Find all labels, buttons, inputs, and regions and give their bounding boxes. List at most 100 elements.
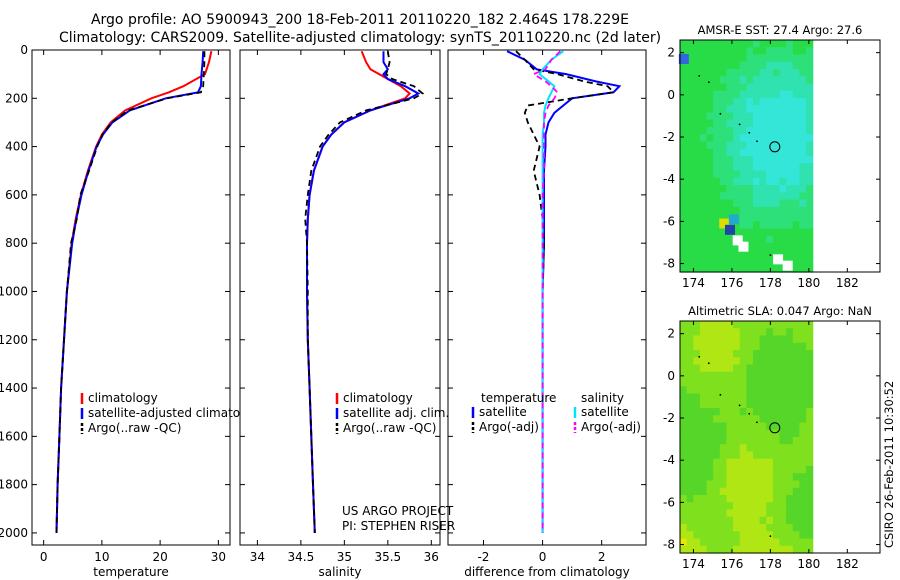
map-cell [779,531,787,540]
map-cell [766,502,774,511]
map-cell [706,437,714,445]
map-cell [766,214,774,222]
map-cell [693,127,701,135]
map-cell [680,47,688,56]
map-cell [680,192,688,201]
map-cell [713,531,721,540]
map-cell [680,524,688,532]
map-cell [739,98,747,106]
map-cell [686,243,694,251]
map-cell [792,524,801,532]
map-cell [752,185,761,193]
map-cell [779,90,787,99]
map-cell [733,437,741,445]
map-cell [726,487,734,496]
y-tick-label: 0 [667,88,675,102]
timestamp-label: CSIRO 26-Feb-2011 10:30:52 [882,381,896,548]
map-cell [686,371,694,380]
map-cell [766,47,774,56]
map-cell [686,502,694,511]
map-cell [726,163,734,172]
map-cell [686,487,694,496]
map-cell [786,321,794,329]
map-cell [719,83,728,92]
map-cell [739,509,747,518]
map-cell [799,502,807,511]
map-cell [686,54,694,63]
map-cell [759,264,767,273]
map-cell [792,134,801,143]
map-cell [799,480,807,489]
map-cell [766,83,774,92]
map-cell [733,127,741,135]
y-tick-label: 200 [5,91,28,105]
map-cell [799,386,807,395]
map-cell [719,495,728,503]
map-cell [772,47,781,56]
map-cell [713,357,721,366]
map-cell [713,127,721,135]
map-cell [739,235,747,244]
map-cell [759,437,767,445]
map-cell [686,192,694,201]
map-cell [733,105,741,114]
figure-title-line1: Argo profile: AO 5900943_200 18-Feb-2011… [91,12,629,28]
map-cell [766,444,774,453]
map-cell [746,83,754,92]
map-cell [706,400,714,409]
map-cell [766,342,774,351]
x-tick-label: 35 [337,550,352,564]
map-cell [706,214,714,222]
map-cell [706,221,714,230]
map-cell [733,228,741,237]
map-cell [719,451,728,460]
map-cell [759,422,767,431]
map-cell [719,386,728,395]
map-cell [792,257,801,266]
map-cell [713,516,721,525]
map-cell [706,538,714,547]
map-cell [766,98,774,106]
map-cell [693,214,701,222]
map-cell [699,170,708,179]
map-cell [806,480,814,489]
map-cell [699,451,708,460]
map-cell [713,119,721,128]
map-cell [706,185,714,193]
map-cell [806,321,814,329]
map-cell [719,328,728,337]
x-tick-label: 36 [424,550,439,564]
map-cell [752,545,761,554]
map-cell [752,206,761,215]
map-cell [799,40,807,48]
map-cell [766,437,774,445]
map-cell [806,54,814,63]
map-cell [713,61,721,70]
map-cell [772,90,781,99]
legend-label: climatology [88,391,158,405]
map-cell [806,429,814,438]
map-cell [726,386,734,395]
map-cell [699,54,708,63]
map-cell [680,119,688,128]
map-cell [713,243,721,251]
map-cell [739,364,747,373]
map-cell [779,206,787,215]
map-cell [733,487,741,496]
map-cell [719,357,728,366]
map-cell [739,192,747,201]
sst-map-frame [679,39,881,273]
map-cell [699,429,708,438]
map-cell [806,502,814,511]
map-cell [699,90,708,99]
map-cell [779,83,787,92]
map-cell [686,480,694,489]
map-cell [772,466,781,474]
map-cell [772,509,781,518]
map-cell [713,538,721,547]
map-cell [726,177,734,186]
y-tick-label: 1000 [0,284,28,298]
map-cell [759,531,767,540]
map-cell [799,61,807,70]
map-cell [706,127,714,135]
